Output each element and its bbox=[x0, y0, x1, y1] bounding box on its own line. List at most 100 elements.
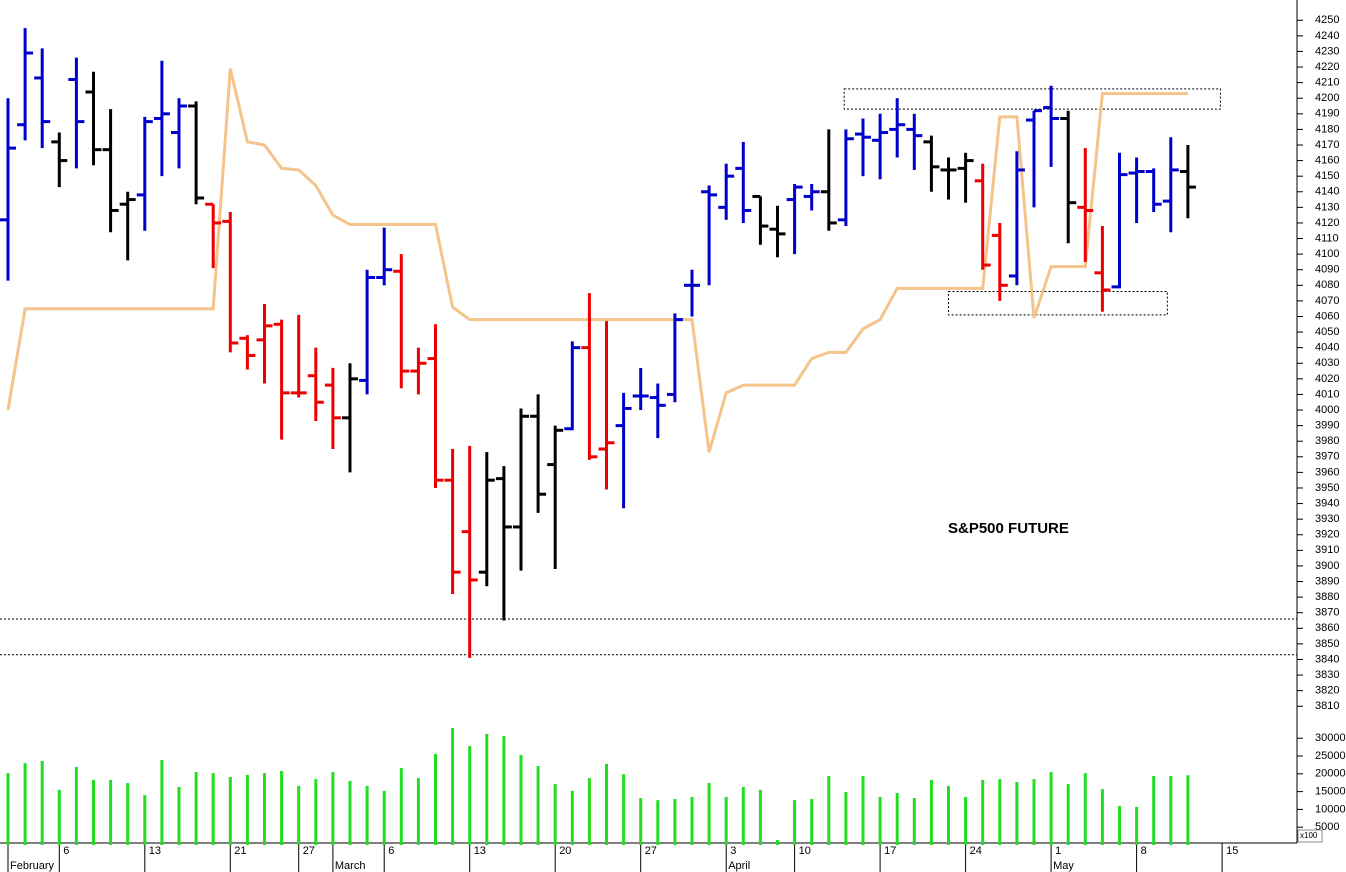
volume-bar bbox=[365, 785, 369, 845]
volume-bar bbox=[382, 790, 386, 845]
y-tick-label: 4030 bbox=[1315, 357, 1339, 369]
y-tick-label: 3820 bbox=[1315, 685, 1339, 697]
x-tick-label: 15 bbox=[1226, 845, 1238, 857]
volume-bar bbox=[434, 753, 437, 845]
range-box bbox=[843, 88, 1221, 110]
volume-bar bbox=[228, 777, 232, 845]
volume-bar bbox=[6, 773, 10, 845]
volume-bar bbox=[861, 775, 865, 845]
volume-bar bbox=[1049, 772, 1053, 845]
volume-bar bbox=[570, 790, 574, 845]
volume-bar bbox=[1032, 779, 1036, 845]
y-tick-label: 4070 bbox=[1315, 295, 1339, 307]
volume-bar bbox=[1152, 775, 1156, 845]
volume-tick-label: 15000 bbox=[1315, 786, 1346, 798]
volume-bar bbox=[741, 786, 745, 845]
volume-bar bbox=[485, 733, 489, 845]
x-tick-label: 21 bbox=[234, 845, 246, 857]
volume-bar bbox=[1066, 784, 1070, 845]
volume-bar bbox=[194, 772, 198, 845]
volume-bar bbox=[126, 783, 130, 845]
y-tick-label: 3850 bbox=[1315, 638, 1339, 650]
x-tick-label: 13 bbox=[149, 845, 161, 857]
y-tick-label: 3990 bbox=[1315, 420, 1339, 432]
x-tick-label: 3 bbox=[730, 845, 736, 857]
volume-bar bbox=[587, 778, 591, 845]
volume-bar bbox=[1015, 781, 1019, 845]
x-tick-label: 24 bbox=[970, 845, 982, 857]
y-tick-label: 4000 bbox=[1315, 404, 1339, 416]
volume-bar bbox=[895, 793, 899, 845]
volume-bar bbox=[109, 779, 113, 845]
y-tick-label: 4140 bbox=[1315, 186, 1339, 198]
volume-bar bbox=[605, 763, 608, 845]
annotation: S&P500 FUTURE bbox=[948, 520, 1069, 537]
y-tick-label: 4090 bbox=[1315, 264, 1339, 276]
y-tick-label: 4020 bbox=[1315, 373, 1339, 385]
y-tick-label: 4080 bbox=[1315, 279, 1339, 291]
volume-bar bbox=[656, 800, 660, 845]
x-tick-label: 13 bbox=[474, 845, 486, 857]
volume-bar bbox=[57, 789, 61, 845]
volume-bar bbox=[280, 770, 284, 845]
y-tick-label: 3830 bbox=[1315, 669, 1339, 681]
month-label: April bbox=[728, 860, 750, 872]
y-tick-label: 4220 bbox=[1315, 61, 1339, 73]
y-tick-label: 3880 bbox=[1315, 591, 1339, 603]
volume-tick-label: 25000 bbox=[1315, 750, 1346, 762]
x-tick-label: 17 bbox=[884, 845, 896, 857]
volume-bar bbox=[639, 798, 643, 845]
y-tick-label: 3920 bbox=[1315, 529, 1339, 541]
volume-tick-label: 10000 bbox=[1315, 803, 1346, 815]
y-tick-label: 4230 bbox=[1315, 45, 1339, 57]
y-tick-label: 4180 bbox=[1315, 123, 1339, 135]
volume-bar bbox=[878, 796, 882, 845]
y-tick-label: 3970 bbox=[1315, 451, 1339, 463]
y-tick-label: 3940 bbox=[1315, 497, 1339, 509]
y-tick-label: 3980 bbox=[1315, 435, 1339, 447]
volume-bar bbox=[23, 763, 27, 845]
y-tick-label: 4050 bbox=[1315, 326, 1339, 338]
volume-bar bbox=[673, 799, 677, 845]
volume-bar bbox=[502, 736, 506, 845]
volume-bar bbox=[964, 796, 968, 845]
volume-bar bbox=[622, 774, 626, 845]
volume-bar bbox=[399, 768, 403, 845]
x-tick-label: 1 bbox=[1055, 845, 1061, 857]
y-tick-label: 4120 bbox=[1315, 217, 1339, 229]
volume-bar bbox=[263, 773, 266, 845]
volume-bar bbox=[1186, 775, 1190, 845]
month-label: May bbox=[1053, 860, 1074, 872]
volume-bar bbox=[211, 773, 215, 845]
y-tick-label: 3890 bbox=[1315, 575, 1339, 587]
volume-bar bbox=[92, 779, 95, 845]
x-tick-label: 20 bbox=[559, 845, 571, 857]
y-tick-label: 4060 bbox=[1315, 310, 1339, 322]
volume-bar bbox=[690, 796, 694, 845]
volume-bar bbox=[536, 765, 540, 845]
volume-bar bbox=[827, 775, 831, 845]
volume-bar bbox=[314, 779, 318, 845]
y-tick-label: 4100 bbox=[1315, 248, 1339, 260]
x-tick-label: 27 bbox=[645, 845, 657, 857]
y-tick-label: 4160 bbox=[1315, 154, 1339, 166]
volume-bar bbox=[1169, 775, 1173, 845]
y-tick-label: 3810 bbox=[1315, 700, 1339, 712]
y-tick-label: 4250 bbox=[1315, 14, 1339, 26]
volume-bar bbox=[929, 779, 933, 845]
volume-bar bbox=[160, 759, 164, 845]
volume-bar bbox=[143, 795, 147, 845]
y-tick-label: 4010 bbox=[1315, 388, 1339, 400]
volume-bar bbox=[297, 785, 301, 845]
volume-bar bbox=[416, 778, 420, 845]
volume-bar bbox=[810, 799, 814, 845]
volume-bar bbox=[998, 779, 1002, 845]
x-tick-label: 8 bbox=[1141, 845, 1147, 857]
volume-bar bbox=[844, 791, 848, 845]
volume-unit: x100 bbox=[1300, 831, 1318, 840]
month-label: February bbox=[10, 860, 55, 872]
volume-bar bbox=[348, 780, 352, 845]
y-tick-label: 3900 bbox=[1315, 560, 1339, 572]
volume-bar bbox=[1118, 805, 1121, 845]
